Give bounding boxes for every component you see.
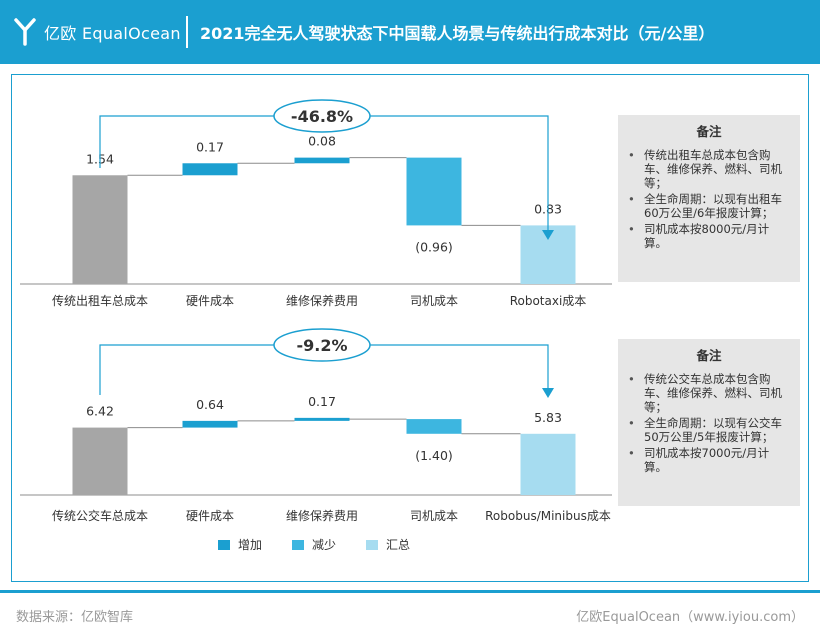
legend-swatch-increase xyxy=(218,539,230,550)
brand-name: 亿欧 EqualOcean xyxy=(44,24,181,43)
data-label: 6.42 xyxy=(86,404,114,419)
footer-brand: 亿欧EqualOcean（www.iyiou.com） xyxy=(576,610,804,625)
note-title: 备注 xyxy=(696,348,722,363)
data-label: 5.83 xyxy=(534,410,562,425)
category-tick-label: 维修保养费用 xyxy=(286,293,358,308)
note-panel-bus: 备注 传统公交车总成本包含购车、维修保养、燃料、司机等； 全生命周期：以现有公交… xyxy=(618,339,800,506)
category-tick-label: Robobus/Minibus成本 xyxy=(485,509,611,523)
change-percent-label: -46.8% xyxy=(291,107,353,126)
data-label: (0.96) xyxy=(415,239,453,254)
category-tick-label: 司机成本 xyxy=(410,509,458,523)
note-item: 传统公交车总成本包含购车、维修保养、燃料、司机等； xyxy=(626,372,792,414)
data-label: 0.64 xyxy=(196,397,224,412)
data-label: 0.17 xyxy=(308,394,336,409)
data-source: 数据来源：亿欧智库 xyxy=(16,610,134,625)
legend-label: 汇总 xyxy=(386,538,411,552)
waterfall-bar xyxy=(72,175,128,284)
waterfall-bar xyxy=(520,433,576,495)
legend-item-decrease: 减少 xyxy=(292,536,336,553)
data-label: 0.08 xyxy=(308,134,336,149)
category-tick-label: 硬件成本 xyxy=(186,509,234,523)
note-item: 全生命周期：以现有出租车60万公里/6年报废计算； xyxy=(626,192,792,220)
waterfall-bar xyxy=(294,417,350,421)
waterfall-bar xyxy=(406,419,462,434)
arrow-head-icon xyxy=(542,388,554,398)
note-title: 备注 xyxy=(696,124,722,139)
page-title: 2021完全无人驾驶状态下中国载人场景与传统出行成本对比（元/公里） xyxy=(200,24,715,43)
data-label: (1.40) xyxy=(415,448,453,463)
header-divider xyxy=(186,16,188,48)
category-tick-label: Robotaxi成本 xyxy=(510,294,587,308)
category-tick-label: 维修保养费用 xyxy=(286,508,358,523)
waterfall-bar xyxy=(182,420,238,428)
legend-item-total: 汇总 xyxy=(366,536,410,553)
footer-divider xyxy=(0,590,820,593)
note-item: 全生命周期：以现有公交车50万公里/5年报废计算； xyxy=(626,416,792,444)
note-panel-taxi: 备注 传统出租车总成本包含购车、维修保养、燃料、司机等； 全生命周期：以现有出租… xyxy=(618,115,800,282)
change-percent-label: -9.2% xyxy=(296,336,347,355)
change-badge xyxy=(273,99,371,133)
category-tick-label: 硬件成本 xyxy=(186,294,234,308)
waterfall-bar xyxy=(182,163,238,176)
chart-legend: 增加 减少 汇总 xyxy=(218,536,440,553)
brand-logo: 亿欧 EqualOcean xyxy=(14,10,181,54)
note-item: 司机成本按8000元/月计算。 xyxy=(626,222,792,250)
category-tick-label: 司机成本 xyxy=(410,294,458,308)
header-bar: 亿欧 EqualOcean 2021完全无人驾驶状态下中国载人场景与传统出行成本… xyxy=(0,0,820,64)
waterfall-bar xyxy=(72,427,128,495)
chart-frame xyxy=(11,74,809,582)
waterfall-bar xyxy=(294,157,350,164)
note-item: 传统出租车总成本包含购车、维修保养、燃料、司机等； xyxy=(626,148,792,190)
legend-swatch-decrease xyxy=(292,539,305,550)
legend-label: 增加 xyxy=(238,538,263,552)
legend-label: 减少 xyxy=(312,538,337,552)
waterfall-bar xyxy=(406,157,462,226)
category-tick-label: 传统公交车总成本 xyxy=(52,508,148,523)
legend-item-increase: 增加 xyxy=(218,536,262,553)
note-item: 司机成本按7000元/月计算。 xyxy=(626,446,792,474)
arrow-head-icon xyxy=(542,230,554,240)
data-label: 0.17 xyxy=(196,139,224,154)
equalocean-logo-icon xyxy=(14,18,36,46)
legend-swatch-total xyxy=(366,539,379,550)
category-tick-label: 传统出租车总成本 xyxy=(52,293,148,308)
change-badge xyxy=(273,328,371,362)
